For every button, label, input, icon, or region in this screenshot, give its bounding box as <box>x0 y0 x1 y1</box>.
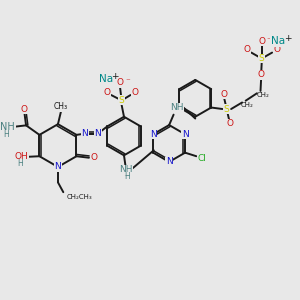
Text: H: H <box>3 130 9 139</box>
Text: H: H <box>124 172 130 181</box>
Text: Na: Na <box>271 36 285 46</box>
Text: ⁻: ⁻ <box>266 36 271 45</box>
Text: S: S <box>224 104 230 113</box>
Text: CH₂: CH₂ <box>241 102 254 108</box>
Text: Cl: Cl <box>198 154 207 163</box>
Text: N: N <box>55 162 61 171</box>
Text: N: N <box>94 129 101 138</box>
Text: ⁻: ⁻ <box>125 77 130 86</box>
Text: S: S <box>259 54 265 63</box>
Text: CH₃: CH₃ <box>54 102 68 111</box>
Text: N: N <box>182 130 188 139</box>
Text: OH: OH <box>15 152 28 161</box>
Text: O: O <box>220 90 227 99</box>
Text: NH: NH <box>170 103 184 112</box>
Text: O: O <box>258 37 265 46</box>
Text: S: S <box>119 96 124 105</box>
Text: O: O <box>131 88 139 97</box>
Text: CH₂CH₃: CH₂CH₃ <box>66 194 92 200</box>
Text: N: N <box>166 158 172 166</box>
Text: NH: NH <box>119 165 132 174</box>
Text: O: O <box>258 70 265 80</box>
Text: N: N <box>150 130 157 139</box>
Text: H: H <box>17 159 23 168</box>
Text: +: + <box>111 72 119 81</box>
Text: O: O <box>226 119 233 128</box>
Text: Na: Na <box>99 74 113 84</box>
Text: O: O <box>103 88 110 97</box>
Text: O: O <box>21 104 28 113</box>
Text: O: O <box>117 78 124 87</box>
Text: NH: NH <box>0 122 15 131</box>
Text: +: + <box>284 34 292 43</box>
Text: N: N <box>81 129 88 138</box>
Text: CH₂: CH₂ <box>257 92 270 98</box>
Text: O: O <box>90 153 97 162</box>
Text: O: O <box>243 45 250 54</box>
Text: O: O <box>273 45 280 54</box>
